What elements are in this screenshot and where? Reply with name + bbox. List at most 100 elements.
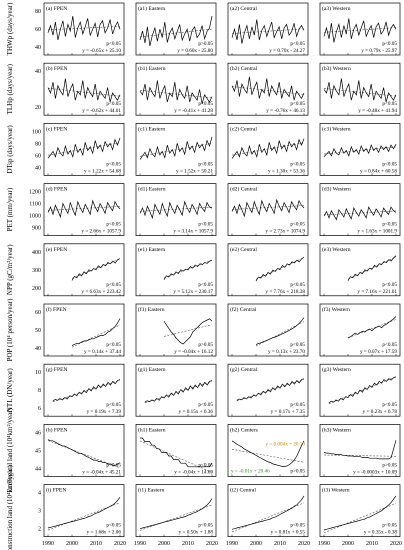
x-axis-ticks: 1990 2000 2010 2020 1990 2000 2010 2020 1990 2000… — [42, 541, 402, 547]
series-line — [71, 318, 121, 346]
panel-frame — [319, 424, 401, 477]
y-tick-label: 80 — [35, 9, 41, 15]
y-tick-label: 40 — [35, 346, 41, 352]
panel-frame — [43, 484, 125, 537]
series-line — [47, 496, 121, 529]
y-tick-label: 80 — [35, 141, 41, 147]
trend-line — [347, 319, 397, 339]
x-tick-label: 2010 — [274, 541, 286, 547]
panel-title: (h3) Western — [322, 426, 351, 433]
trend-line — [323, 454, 397, 457]
series-line — [323, 78, 397, 103]
panel-frame — [319, 243, 401, 297]
chart-panel: (g3) Western p<0.05y = 0.23x + 6.78 — [319, 363, 401, 417]
panel-title: (d1) Eastern — [138, 186, 166, 193]
panel-frame — [319, 363, 401, 417]
regression-equation: y = 1.68x + 2.06 — [87, 530, 122, 536]
chart-panel: (a2) Central p<0.05y = 0.70x - 24.27 — [227, 2, 309, 56]
series-line — [231, 495, 305, 530]
trend-line — [347, 256, 397, 280]
p-value: p>0.05 — [198, 342, 213, 348]
chart-panel: (h2) Centers p>0.05 y = 0.004x + 20.19 y = … — [227, 424, 309, 477]
series-line — [255, 256, 305, 282]
regression-equation: y = -0.04x + 45.21 — [82, 469, 121, 475]
p-value: p<0.05 — [290, 41, 305, 47]
regression-equation: y = 7.76x + 218.38 — [265, 289, 305, 295]
p-value: p<0.05 — [290, 222, 305, 228]
p-value: p<0.05 — [106, 41, 121, 47]
panel-frame — [227, 363, 309, 417]
y-tick-label: 20 — [35, 105, 41, 111]
regression-equation: y = 0.07x + 17.59 — [360, 349, 397, 355]
series-line — [255, 317, 305, 345]
panel-title: (c) FPEN — [46, 125, 67, 132]
regression-equation: y = 0.84x + 60.58 — [360, 168, 397, 174]
regression-equation: y = 0.13x + 23.70 — [268, 349, 305, 355]
panel-title: (a3) Western — [322, 5, 351, 12]
panel-title: (h) FPEN — [46, 426, 68, 433]
chart-panel: (g2) Central p<0.05y = 0.17x + 7.35 — [227, 363, 309, 417]
chart-panel: (h) FPEN p<0.05y = -0.04x + 45.21 — [43, 424, 125, 477]
trend-line — [255, 321, 305, 347]
p-value: p<0.05 — [290, 402, 305, 408]
trend-line — [71, 324, 121, 348]
chart-panel: (e) FPEN p<0.05y = 6.63x + 223.42 — [43, 243, 125, 297]
chart-panel: (h1) Eastern p<0.05y = -0.04x + 14.69 — [135, 424, 217, 477]
series-line — [231, 138, 305, 159]
panel-frame — [319, 2, 401, 56]
y-tick-label: 2 — [38, 527, 41, 533]
p-value: p<0.05 — [382, 41, 397, 47]
series-line — [163, 318, 213, 345]
chart-panel: (c) FPEN p<0.05y = 1.22x + 54.68 — [43, 123, 125, 176]
series-line — [139, 200, 213, 220]
chart-panel: (d2) Central p<0.05y = 2.73x + 1074.9 — [227, 183, 309, 236]
p-value: p<0.05 — [198, 161, 213, 167]
panel-frame — [135, 363, 217, 417]
y-tick-label: 4 — [38, 491, 41, 497]
p-value: p<0.05 — [382, 402, 397, 408]
regression-equation: y = 1.52x + 50.21 — [176, 168, 213, 174]
series-line — [163, 259, 213, 280]
regression-equation-2: y = -0.01x + 20.46 — [231, 468, 270, 474]
x-tick-label: 2010 — [182, 541, 194, 547]
chart-panel: (b) FPEN p<0.05y = -0.62x + 44.01 — [43, 62, 125, 116]
series-line — [328, 376, 397, 404]
regression-equation: y = -0.41x + 41.28 — [174, 108, 213, 114]
panel-title: (g1) Eastern — [138, 366, 166, 373]
chart-panel: (b2) Central p<0.05y = -0.76x + 46.13 — [227, 62, 309, 116]
p-value: p<0.05 — [382, 101, 397, 107]
panel-title: (b3) Western — [322, 65, 351, 72]
panel-title: (a1) Eastern — [138, 5, 165, 12]
series-line — [231, 440, 305, 467]
panel-title: (d) FPEN — [46, 186, 68, 193]
chart-panel: (d1) Eastern p<0.05y = 3.14x + 1057.9 — [135, 183, 217, 236]
panel-frame — [319, 183, 401, 236]
p-value: p<0.05 — [290, 523, 305, 529]
series-line — [347, 255, 397, 281]
regression-equation: y = -0.04x + 16.12 — [174, 349, 213, 355]
p-value: p<0.05 — [198, 101, 213, 107]
p-value: p<0.05 — [382, 161, 397, 167]
panel-title: (i) FPEN — [46, 487, 66, 494]
regression-equation: y = 0.23x + 6.78 — [363, 409, 398, 415]
panel-title: (b2) Central — [230, 65, 258, 72]
panel-title: (a) FPEN — [46, 5, 67, 12]
panel-frame — [227, 183, 309, 236]
panel-frame — [227, 243, 309, 297]
p-value: p<0.05 — [198, 523, 213, 529]
row-ylabel: Construction land (10⁴km²/year) — [6, 465, 14, 550]
series-line — [236, 378, 305, 401]
y-tick-label: 46 — [35, 430, 41, 436]
regression-equation: y = -0.62x + 44.01 — [82, 108, 121, 114]
series-line — [140, 437, 213, 468]
regression-equation: y = 0.15x + 6.36 — [179, 409, 214, 415]
chart-panel: (f2) Central p<0.05y = 0.13x + 23.70 — [227, 303, 309, 357]
row-ylabel: PET (mm/year) — [6, 187, 14, 231]
y-tick-label: 60 — [35, 310, 41, 316]
panel-title: (d2) Central — [230, 186, 258, 193]
series-line — [347, 316, 397, 339]
regression-equation: y = 6.63x + 223.42 — [81, 289, 121, 295]
panel-title: (i3) Western — [322, 487, 350, 494]
chart-panel: (i1) Eastern p<0.05y = 0.50x + 1.88 — [135, 484, 217, 537]
